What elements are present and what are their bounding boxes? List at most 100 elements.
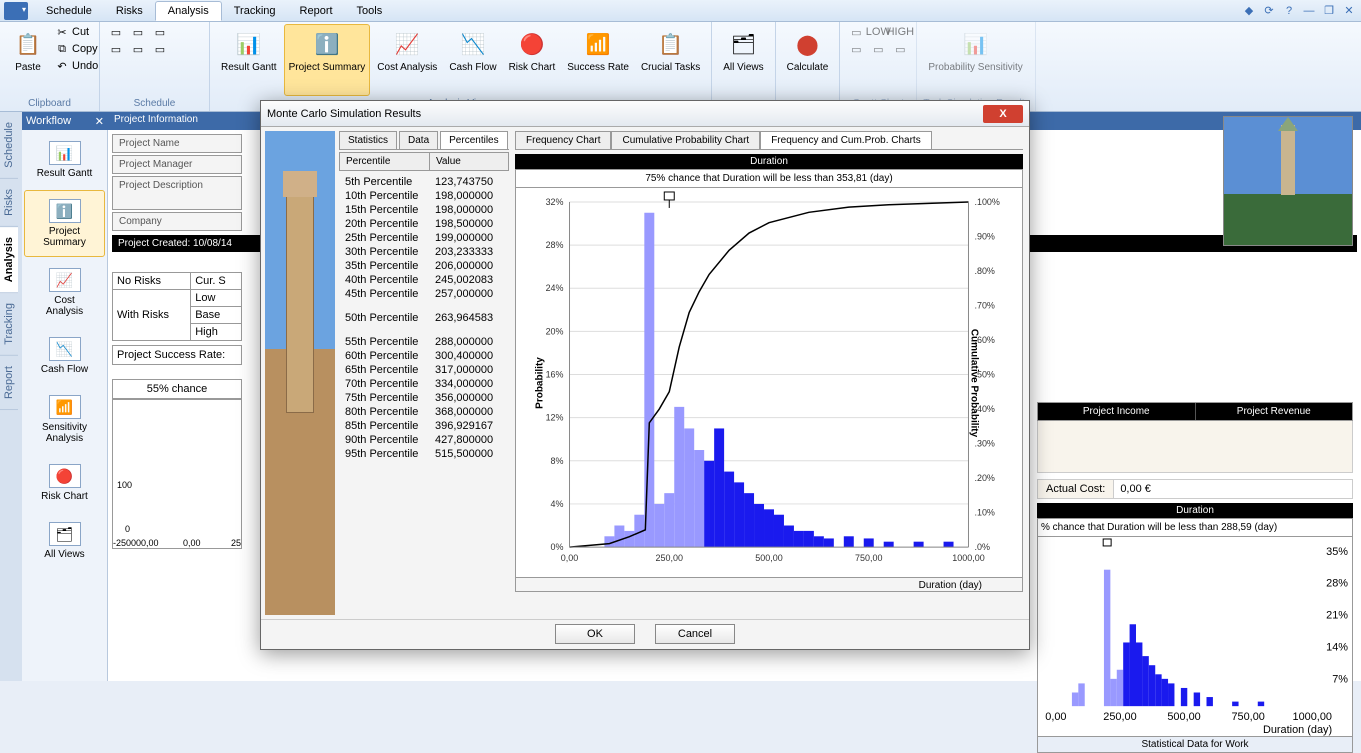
company-field[interactable]: Company bbox=[112, 212, 242, 231]
refresh-icon[interactable]: ⟳ bbox=[1261, 3, 1277, 19]
workflow-item-3[interactable]: 📉Cash Flow bbox=[24, 328, 105, 384]
menu-report[interactable]: Report bbox=[288, 2, 345, 20]
dialog-tower-image bbox=[265, 131, 335, 615]
sched-btn-1[interactable]: ▭ bbox=[106, 24, 126, 40]
svg-text:14%: 14% bbox=[1326, 641, 1348, 653]
cancel-button[interactable]: Cancel bbox=[655, 624, 735, 644]
project-image bbox=[1223, 116, 1353, 246]
charttab-2[interactable]: Frequency and Cum.Prob. Charts bbox=[760, 131, 932, 149]
workflow-item-1[interactable]: ℹ️ProjectSummary bbox=[24, 190, 105, 257]
sched-btn-3[interactable]: ▭ bbox=[128, 24, 148, 40]
y-axis-label-left: Probability bbox=[534, 357, 545, 409]
undo-button[interactable]: ↶Undo bbox=[52, 58, 101, 74]
income-header: Project Income bbox=[1038, 403, 1196, 420]
paste-button[interactable]: 📋Paste bbox=[6, 24, 50, 96]
question-icon[interactable]: ? bbox=[1281, 3, 1297, 19]
vtab-schedule[interactable]: Schedule bbox=[0, 112, 18, 179]
svg-text:250,00: 250,00 bbox=[656, 553, 683, 563]
copy-button[interactable]: ⧉Copy bbox=[52, 41, 101, 57]
svg-text:750,00: 750,00 bbox=[855, 553, 882, 563]
svg-text:Duration (day): Duration (day) bbox=[1263, 724, 1332, 736]
workflow-item-0[interactable]: 📊Result Gantt bbox=[24, 132, 105, 188]
vtab-report[interactable]: Report bbox=[0, 356, 18, 410]
percentile-row: 30th Percentile203,233333 bbox=[341, 245, 507, 259]
workflow-item-6[interactable]: 🗂All Views bbox=[24, 513, 105, 569]
percentile-row: 65th Percentile317,000000 bbox=[341, 363, 507, 377]
project-manager-field[interactable]: Project Manager bbox=[112, 155, 242, 174]
workflow-panel: 📊Result Ganttℹ️ProjectSummary📈CostAnalys… bbox=[22, 130, 108, 681]
percentile-row: 75th Percentile356,000000 bbox=[341, 391, 507, 405]
sched-btn-4[interactable]: ▭ bbox=[128, 41, 148, 57]
workflow-item-5[interactable]: 🔴Risk Chart bbox=[24, 455, 105, 511]
project-desc-field[interactable]: Project Description bbox=[112, 176, 242, 210]
svg-text:20%: 20% bbox=[546, 326, 564, 336]
success-rate-button[interactable]: 📶Success Rate bbox=[562, 24, 634, 96]
risk-table: No RisksCur. S With RisksLow Base High bbox=[112, 272, 242, 341]
svg-text:.20%: .20% bbox=[974, 473, 994, 483]
project-name-field[interactable]: Project Name bbox=[112, 134, 242, 153]
crucial-tasks-button[interactable]: 📋Crucial Tasks bbox=[636, 24, 705, 96]
svg-text:35%: 35% bbox=[1326, 546, 1348, 558]
menu-analysis[interactable]: Analysis bbox=[155, 1, 222, 21]
workflow-item-2[interactable]: 📈CostAnalysis bbox=[24, 259, 105, 326]
percentile-col-header: Percentile bbox=[340, 153, 430, 170]
sched-btn-6[interactable]: ▭ bbox=[150, 41, 170, 57]
right-panel: Project Income Project Revenue Actual Co… bbox=[1037, 402, 1353, 753]
ribbon: 📋Paste ✂Cut ⧉Copy ↶Undo Clipboard ▭ ▭ ▭ … bbox=[0, 22, 1361, 112]
svg-text:16%: 16% bbox=[546, 370, 564, 380]
menu-tracking[interactable]: Tracking bbox=[222, 2, 288, 20]
stat-data-header: Statistical Data for Work bbox=[1037, 737, 1353, 753]
minimize-icon[interactable]: — bbox=[1301, 3, 1317, 19]
cut-button[interactable]: ✂Cut bbox=[52, 24, 101, 40]
all-views-button[interactable]: 🗂All Views bbox=[718, 24, 768, 96]
result-gantt-button[interactable]: 📊Result Gantt bbox=[216, 24, 282, 96]
svg-text:.30%: .30% bbox=[974, 439, 994, 449]
svg-text:1000,00: 1000,00 bbox=[1293, 711, 1332, 723]
workflow-item-4[interactable]: 📶SensitivityAnalysis bbox=[24, 386, 105, 453]
gantt-opt-4: ▭ bbox=[868, 41, 888, 57]
sched-btn-2[interactable]: ▭ bbox=[106, 41, 126, 57]
restore-icon[interactable]: ❐ bbox=[1321, 3, 1337, 19]
cost-analysis-button[interactable]: 📈Cost Analysis bbox=[372, 24, 442, 96]
dialog-close-button[interactable]: X bbox=[983, 105, 1023, 123]
vtab-analysis[interactable]: Analysis bbox=[0, 227, 18, 293]
menu-risks[interactable]: Risks bbox=[104, 2, 155, 20]
gantt-opt-1: ▭ bbox=[846, 24, 866, 40]
actual-cost-label: Actual Cost: bbox=[1037, 479, 1114, 499]
cash-flow-button[interactable]: 📉Cash Flow bbox=[444, 24, 501, 96]
svg-text:500,00: 500,00 bbox=[1167, 711, 1200, 723]
risk-chart-button[interactable]: 🔴Risk Chart bbox=[504, 24, 561, 96]
gantt-opt-5: HIGH bbox=[890, 24, 910, 40]
menu-tools[interactable]: Tools bbox=[345, 2, 395, 20]
project-summary-button[interactable]: ℹ️Project Summary bbox=[284, 24, 371, 96]
calculate-button[interactable]: ⬤Calculate bbox=[782, 24, 834, 96]
percentile-row: 35th Percentile206,000000 bbox=[341, 259, 507, 273]
main-chart: Probability Cumulative Probability 0%4%8… bbox=[515, 188, 1023, 578]
x-axis-label: Duration (day) bbox=[515, 578, 1023, 592]
y-axis-label-right: Cumulative Probability bbox=[968, 328, 979, 436]
chance-55: 55% chance bbox=[112, 379, 242, 399]
svg-text:12%: 12% bbox=[546, 413, 564, 423]
close-app-icon[interactable]: ✕ bbox=[1341, 3, 1357, 19]
app-menu-icon[interactable] bbox=[4, 2, 28, 20]
svg-text:0,00: 0,00 bbox=[1045, 711, 1066, 723]
percentile-row: 95th Percentile515,500000 bbox=[341, 447, 507, 461]
subtab-statistics[interactable]: Statistics bbox=[339, 131, 397, 149]
gantt-opt-2: ▭ bbox=[846, 41, 866, 57]
vtab-tracking[interactable]: Tracking bbox=[0, 293, 18, 356]
subtab-percentiles[interactable]: Percentiles bbox=[440, 131, 507, 149]
help-icon[interactable]: ◆ bbox=[1241, 3, 1257, 19]
percentile-row: 60th Percentile300,400000 bbox=[341, 349, 507, 363]
sched-btn-5[interactable]: ▭ bbox=[150, 24, 170, 40]
subtab-data[interactable]: Data bbox=[399, 131, 438, 149]
menu-schedule[interactable]: Schedule bbox=[34, 2, 104, 20]
vtab-risks[interactable]: Risks bbox=[0, 179, 18, 227]
menu-bar: ScheduleRisksAnalysisTrackingReportTools… bbox=[0, 0, 1361, 22]
svg-text:32%: 32% bbox=[546, 197, 564, 207]
ok-button[interactable]: OK bbox=[555, 624, 635, 644]
charttab-1[interactable]: Cumulative Probability Chart bbox=[611, 131, 760, 149]
workflow-close-icon[interactable]: ✕ bbox=[95, 115, 104, 128]
charttab-0[interactable]: Frequency Chart bbox=[515, 131, 611, 149]
percentile-row: 20th Percentile198,500000 bbox=[341, 217, 507, 231]
percentile-row: 45th Percentile257,000000 bbox=[341, 287, 507, 301]
